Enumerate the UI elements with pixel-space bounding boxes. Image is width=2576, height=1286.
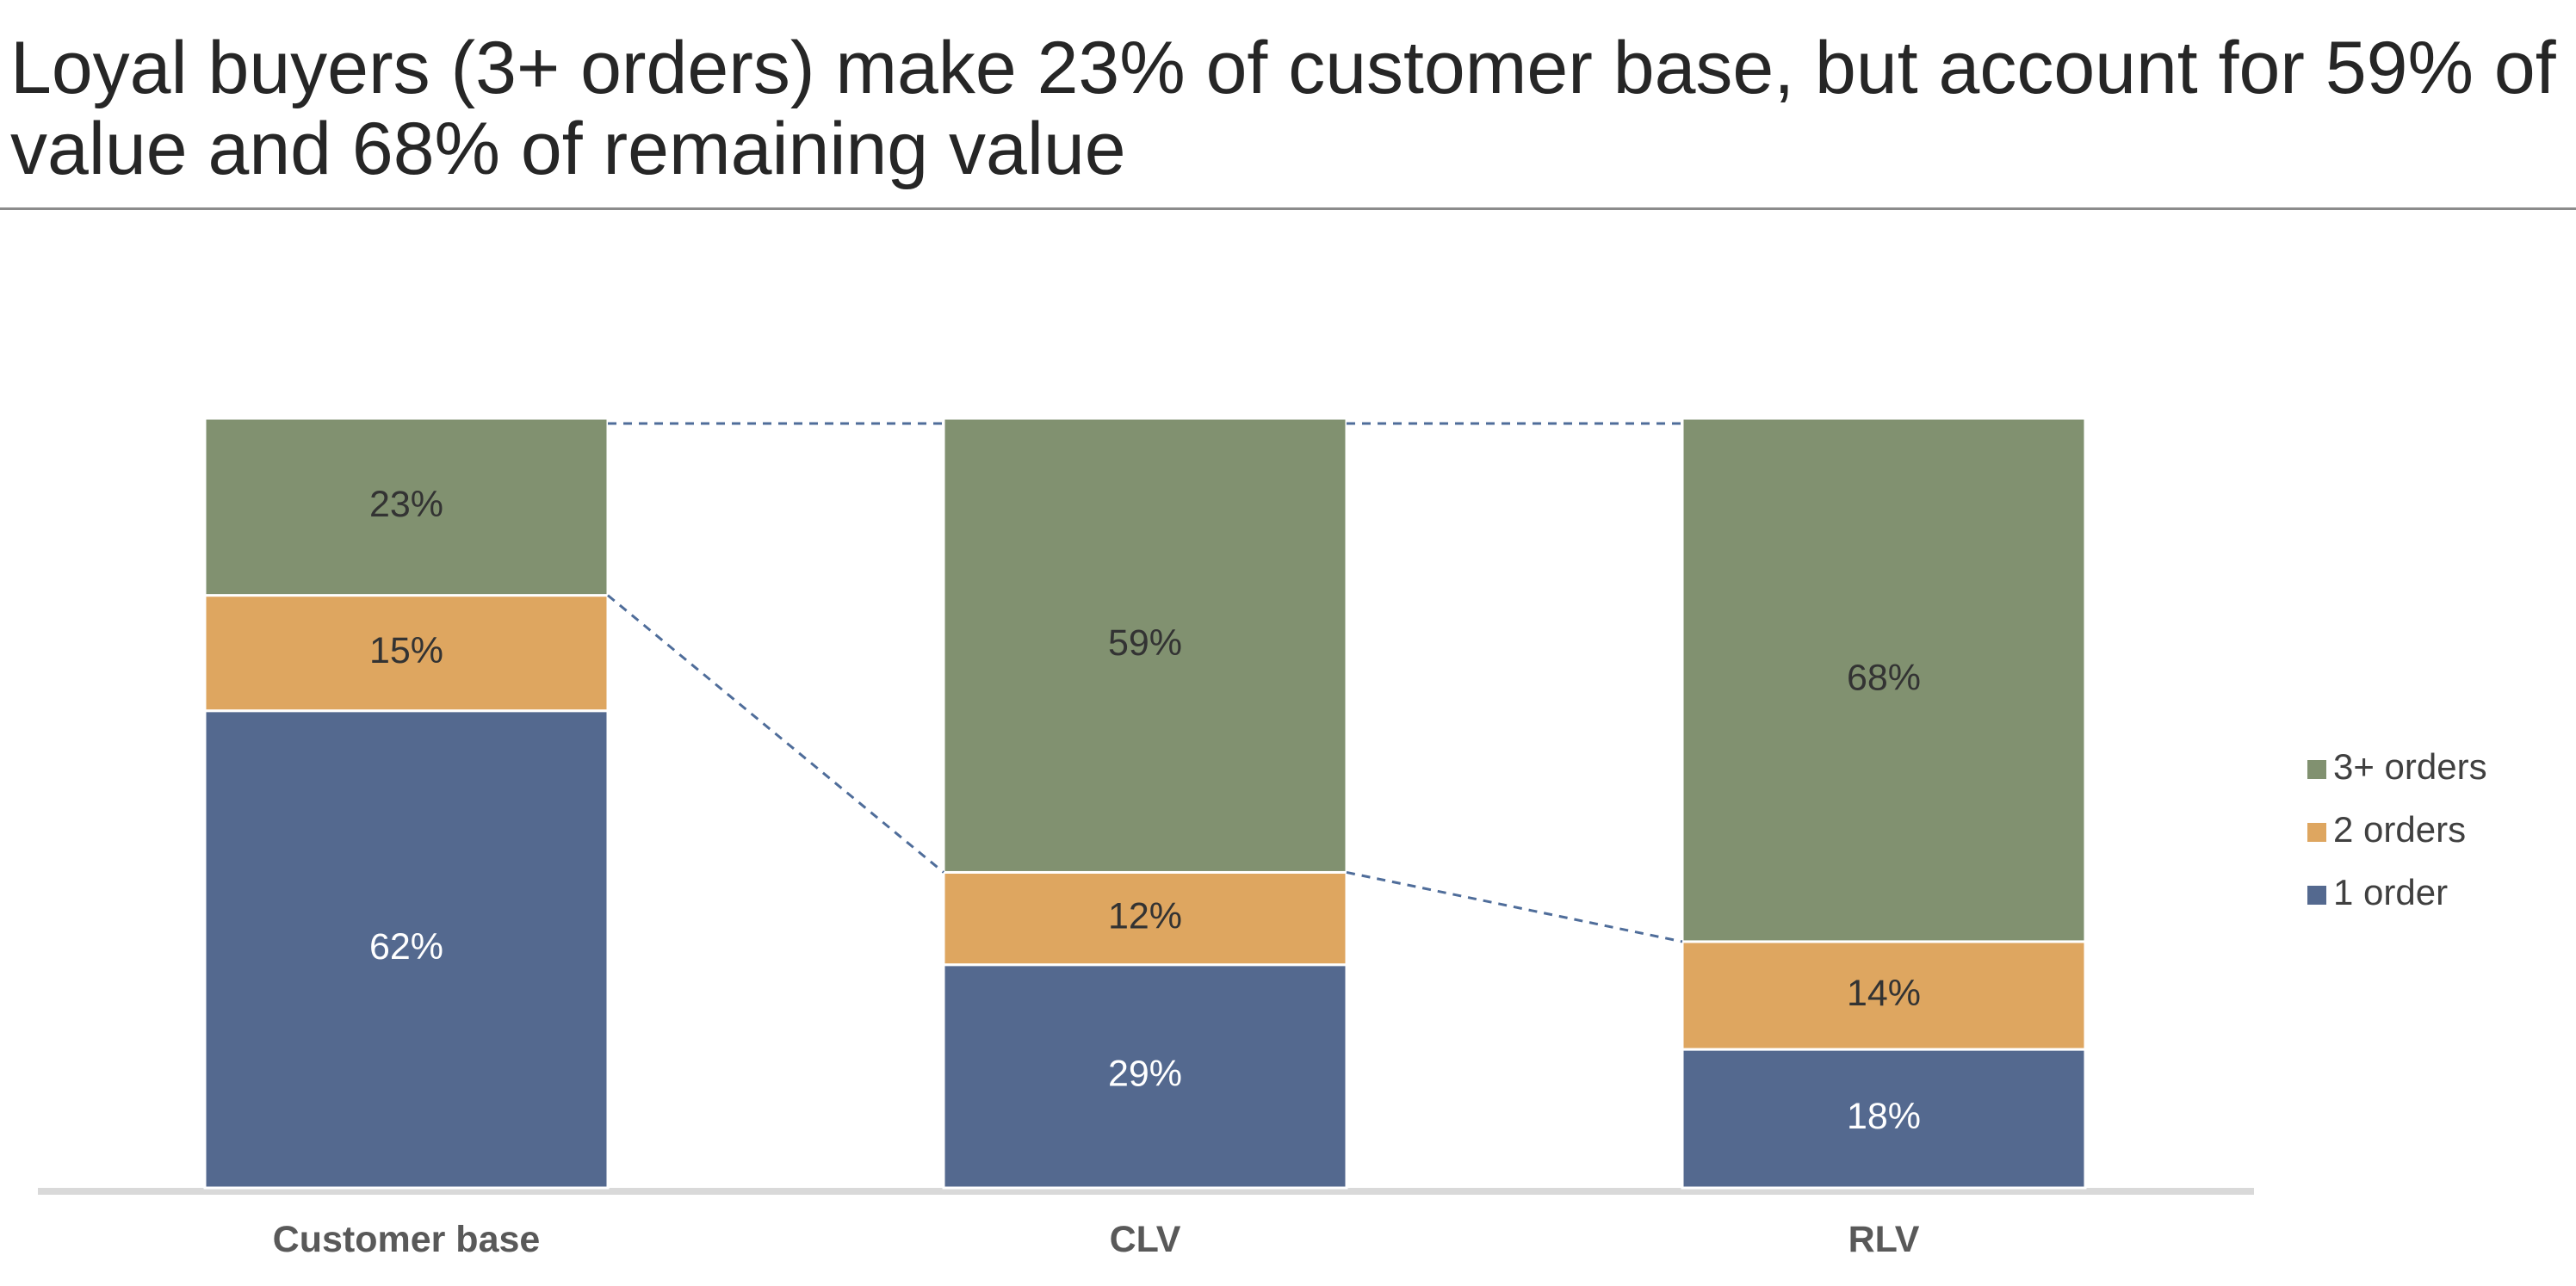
- data-label-customer-base-3-orders: 23%: [369, 484, 443, 525]
- bar-clv-2-orders: [942, 870, 1348, 967]
- data-label-clv-3-orders: 59%: [1108, 622, 1182, 664]
- data-label-rlv-2-orders: 14%: [1847, 973, 1921, 1014]
- category-label-clv: CLV: [1110, 1219, 1181, 1260]
- category-label-customer-base: Customer base: [273, 1219, 541, 1260]
- data-label-clv-1-order: 29%: [1108, 1054, 1182, 1095]
- legend-swatch-3-orders: [2307, 760, 2326, 779]
- bar-customer-base-3-orders: [203, 417, 610, 597]
- data-label-rlv-3-orders: 68%: [1847, 657, 1921, 698]
- bar-customer-base-2-orders: [203, 594, 610, 713]
- legend-label-1-order: 1 order: [2333, 872, 2448, 912]
- legend-label-2-orders: 2 orders: [2333, 809, 2466, 850]
- bar-clv-1-order: [942, 963, 1348, 1190]
- legend-swatch-1-order: [2307, 886, 2326, 905]
- x-axis-baseline: [38, 1188, 2254, 1195]
- legend-swatch-2-orders: [2307, 823, 2326, 842]
- connector-loyal-1: [607, 594, 944, 874]
- data-label-rlv-1-order: 18%: [1847, 1096, 1921, 1137]
- data-label-clv-2-orders: 12%: [1108, 895, 1182, 937]
- title-divider: [0, 207, 2576, 210]
- bar-rlv-3-orders: [1681, 417, 2087, 943]
- connector-loyal-2: [1346, 870, 1683, 943]
- category-label-rlv: RLV: [1848, 1219, 1920, 1260]
- legend-label-3-orders: 3+ orders: [2333, 746, 2487, 787]
- bar-customer-base-1-order: [203, 709, 610, 1190]
- page-title: Loyal buyers (3+ orders) make 23% of cus…: [10, 27, 2556, 190]
- bar-clv-3-orders: [942, 417, 1348, 874]
- data-label-customer-base-2-orders: 15%: [369, 630, 443, 671]
- data-label-customer-base-1-order: 62%: [369, 926, 443, 968]
